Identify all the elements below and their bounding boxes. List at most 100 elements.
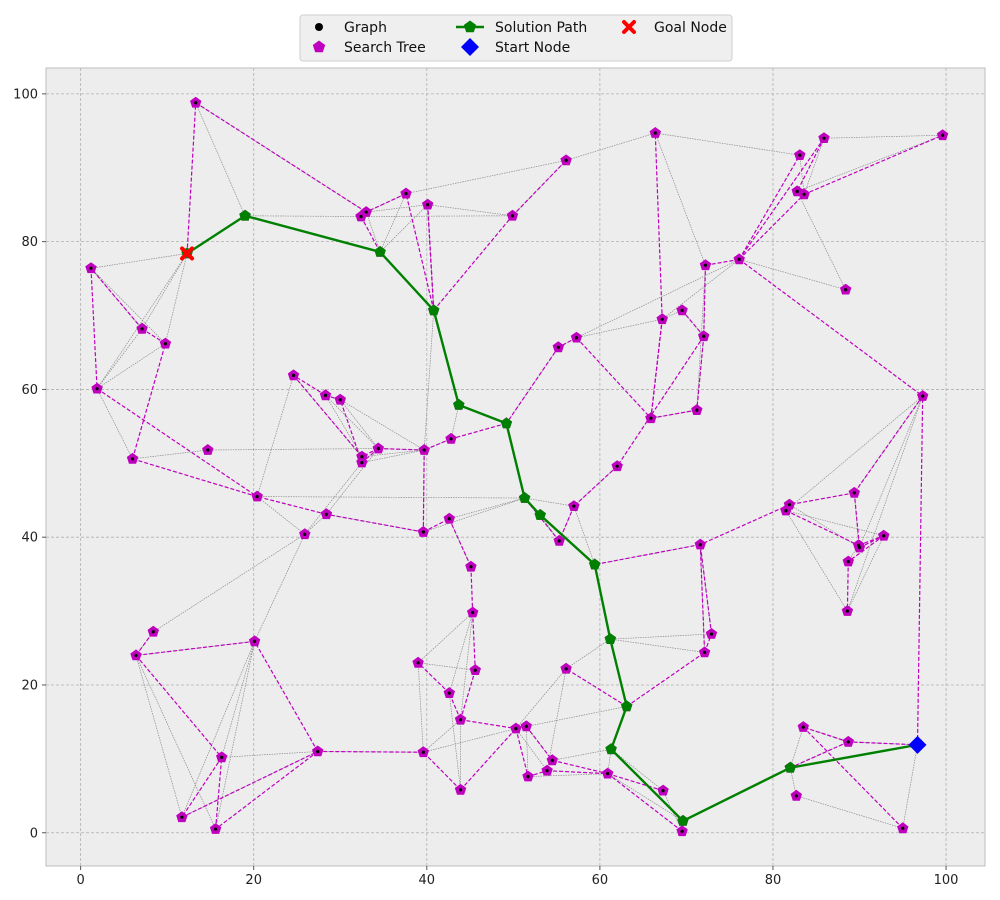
graph-node (194, 101, 198, 105)
graph-node (524, 724, 528, 728)
graph-edge (339, 399, 379, 449)
legend-goal-node-marker-stroke-b (622, 20, 636, 34)
graph-node (421, 530, 425, 534)
graph-edge (610, 638, 705, 653)
graph-edge (361, 215, 513, 217)
search-tree-edge (422, 449, 425, 533)
graph-node (702, 334, 706, 338)
graph-node (801, 725, 805, 729)
graph-node (134, 653, 138, 658)
graph-node (151, 630, 155, 634)
graph-node (140, 327, 144, 331)
graph-node (702, 650, 707, 655)
graph-edge (610, 748, 664, 791)
graph-edge (576, 259, 740, 339)
graph-node (291, 373, 296, 377)
graph-node (695, 408, 699, 412)
legend-goal-node-label: Goal Node (654, 20, 727, 36)
search-tree-edge (525, 725, 553, 761)
search-tree-edge (573, 465, 618, 507)
x-tick-label: 80 (765, 873, 782, 888)
search-tree-edge (360, 216, 381, 253)
legend-goal-node: Goal Node (622, 20, 727, 36)
legend-solution-path-marker (463, 20, 477, 33)
search-tree-edge (803, 134, 943, 195)
graph-node (550, 758, 554, 762)
search-tree-edge (512, 159, 567, 217)
legend-solution-path: Solution Path (456, 20, 587, 36)
graph-edge (847, 535, 885, 612)
search-tree-edge (738, 258, 924, 397)
graph-edge (790, 741, 849, 769)
graph-node (709, 632, 714, 636)
graph-edge (135, 655, 216, 830)
search-tree-edge (858, 535, 884, 546)
graph-node (698, 542, 702, 547)
graph-node (574, 336, 579, 340)
graph-node (795, 189, 799, 193)
legend-box (299, 14, 733, 62)
search-tree-edge (90, 267, 143, 330)
search-tree-edge (848, 741, 918, 746)
search-tree-edge (326, 513, 424, 533)
search-tree-edge (650, 319, 663, 419)
search-tree-edge (859, 535, 885, 549)
solution-path-node (518, 492, 531, 503)
search-tree-edge (847, 535, 885, 563)
graph-edge (181, 641, 255, 818)
graph-edge (135, 655, 183, 818)
legend-graph-marker (315, 23, 323, 31)
search-tree-edge (405, 193, 435, 311)
graph-edge (594, 544, 701, 565)
legend-graph: Graph (315, 20, 387, 36)
solution-path-node (589, 558, 601, 570)
solution-path-node (677, 814, 689, 826)
graph-edge (573, 506, 596, 565)
graph-node (784, 508, 788, 513)
solution-path-node (605, 743, 617, 755)
search-tree-edge (135, 640, 255, 657)
graph-edge (379, 193, 407, 253)
graph-edge (304, 462, 363, 535)
graph-edge (257, 496, 525, 499)
grid-lines (46, 68, 985, 866)
legend-start-node: Start Node (461, 38, 570, 56)
graph-edge (448, 693, 461, 790)
search-tree-edge (790, 741, 849, 769)
graph-edge (824, 134, 943, 139)
search-tree-edge (576, 337, 652, 419)
graph-node (649, 416, 653, 420)
graph-node (180, 815, 184, 819)
legend-start-node-label: Start Node (495, 40, 570, 56)
graph-node (447, 691, 451, 695)
graph-edge (293, 375, 363, 457)
solution-path (181, 209, 924, 826)
search-tree-edge (552, 759, 608, 775)
graph-edge (423, 497, 525, 533)
graph-node (206, 448, 210, 452)
graph-edge (418, 662, 476, 671)
graph-edge (132, 449, 208, 460)
graph-edge (799, 155, 805, 195)
graph-edge (525, 726, 529, 777)
graph-edge (699, 544, 705, 653)
graph-edge (506, 347, 559, 424)
search-tree-edge (317, 750, 424, 753)
graph-node (802, 192, 806, 196)
x-tick-label: 100 (934, 873, 959, 888)
graph-edge (902, 744, 918, 829)
search-tree-edge (699, 544, 713, 635)
graph-node (303, 532, 307, 536)
graph-node (360, 460, 364, 465)
graph-node (255, 494, 259, 499)
graph-edge (524, 497, 574, 507)
graph-node (95, 387, 99, 391)
graph-node (787, 503, 792, 507)
graph-edge (141, 253, 188, 330)
graph-node (360, 455, 364, 459)
graph-edge (847, 395, 924, 612)
graph-node (458, 788, 463, 792)
graph-edge (326, 448, 379, 515)
search-tree-edge (515, 728, 529, 777)
graph-edge (789, 726, 804, 768)
